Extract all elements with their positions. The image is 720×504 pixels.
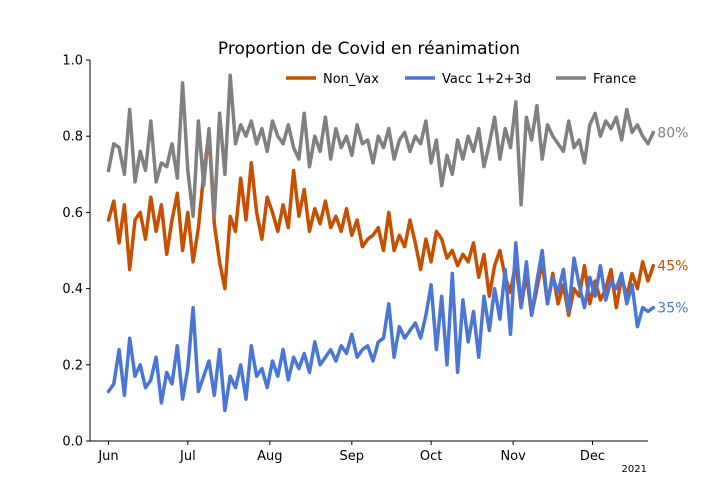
axes: 0.0 0.2 0.4 0.6 0.8 1.0 Jun Jul Aug Sep Oct Nov Dec xyxy=(62,54,648,464)
y-tick-label: 1.0 xyxy=(62,54,83,69)
end-label-vacc-1-2-3d: 35% xyxy=(657,301,688,317)
end-label-france: 80% xyxy=(657,125,688,141)
end-label-non-vax: 45% xyxy=(657,259,688,275)
legend: Non_Vax Vacc 1+2+3d France xyxy=(286,72,636,87)
chart-title: Proportion de Covid en réanimation xyxy=(218,39,520,59)
y-tick-label: 0.0 xyxy=(62,435,83,450)
series-line-non-vax xyxy=(106,130,656,318)
y-tick-label: 0.6 xyxy=(62,206,83,221)
x-tick-label: Jul xyxy=(179,449,196,464)
x-tick-label: Sep xyxy=(340,449,365,464)
x-tick-label: Oct xyxy=(420,449,442,464)
series-line-france xyxy=(106,73,656,218)
year-note: 2021 xyxy=(622,464,647,475)
legend-label: France xyxy=(593,72,636,87)
y-tick-label: 0.8 xyxy=(62,130,83,145)
x-tick-label: Jun xyxy=(97,449,118,464)
legend-label: Non_Vax xyxy=(323,72,379,87)
series-end-labels: 80% 45% 35% xyxy=(657,125,688,316)
y-tick-label: 0.4 xyxy=(62,282,83,297)
x-tick-label: Aug xyxy=(257,449,282,464)
x-tick-label: Nov xyxy=(500,449,526,464)
x-tick-label: Dec xyxy=(580,449,605,464)
legend-label: Vacc 1+2+3d xyxy=(442,72,531,87)
y-tick-label: 0.2 xyxy=(62,358,83,373)
series-lines xyxy=(106,73,656,413)
series-line-vacc-1-2-3d xyxy=(106,241,656,413)
